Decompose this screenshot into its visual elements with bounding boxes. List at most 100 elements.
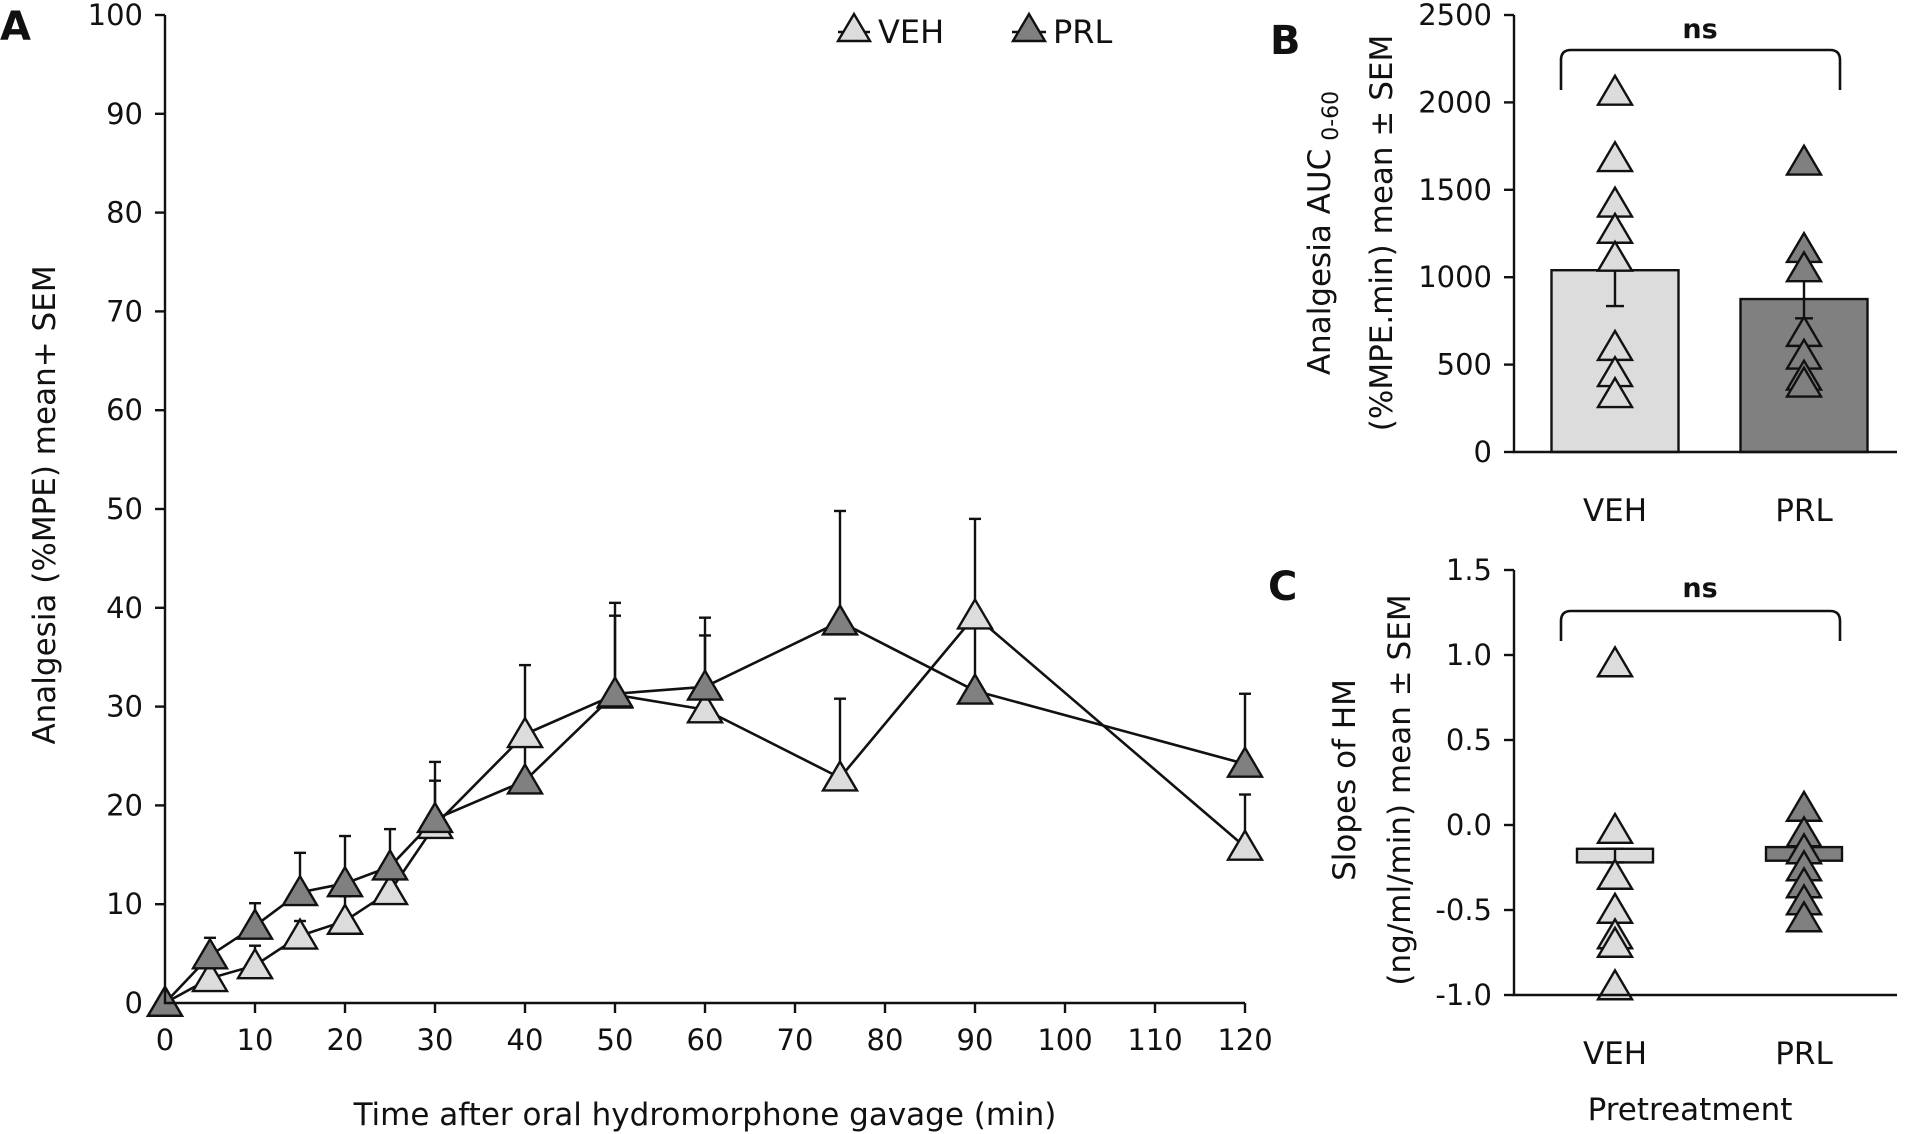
panel-letter-c: C: [1268, 564, 1297, 610]
panel-c-ticks: -1.0 -0.5 0.0 0.5 1.0 1.5: [1435, 553, 1514, 1012]
c-y-tick-label: -0.5: [1435, 893, 1492, 927]
data-point-prl: [505, 762, 545, 795]
b-y-tick-label: 1500: [1418, 173, 1492, 207]
c-category-label-prl: PRL: [1775, 1036, 1833, 1072]
a-y-tick-label: 70: [106, 294, 143, 328]
data-point-veh: [955, 597, 995, 630]
a-x-tick-label: 10: [237, 1023, 274, 1057]
b-y-tick-label: 500: [1437, 348, 1492, 382]
a-y-tick-label: 90: [106, 97, 143, 131]
data-point-veh: [325, 902, 365, 935]
legend-prl-label: PRL: [1053, 13, 1113, 51]
a-x-tick-label: 0: [156, 1023, 174, 1057]
panel-a-y-axis-title: Analgesia (%MPE) mean+ SEM: [27, 265, 63, 744]
series-prl: [164, 509, 1251, 1004]
b-individual-point-prl: [1784, 365, 1824, 398]
data-point-prl: [325, 864, 365, 898]
c-y-tick-label: 1.5: [1446, 553, 1492, 587]
a-x-tick-label: 110: [1127, 1023, 1182, 1057]
a-x-tick-label: 90: [957, 1023, 994, 1057]
data-point-prl: [1225, 745, 1265, 778]
c-individual-point-veh: [1595, 811, 1635, 845]
b-individual-point-prl: [1784, 143, 1824, 176]
legend-veh-marker: [835, 11, 873, 43]
a-x-tick-label: 100: [1037, 1023, 1092, 1057]
panel-c-bars: VEH PRL: [1575, 644, 1844, 1072]
b-category-label-veh: VEH: [1583, 493, 1647, 529]
data-point-prl: [595, 675, 635, 708]
b-y-tick-label: 2500: [1418, 0, 1492, 32]
c-category-label-veh: VEH: [1583, 1036, 1647, 1072]
a-x-tick-label: 120: [1217, 1023, 1272, 1057]
panel-a-line-chart: 0 10 20 30 40 50 60 70 80 90 100 0 10 20 30 40 50 60 70 80 9…: [27, 0, 1273, 1133]
b-individual-point-veh: [1595, 211, 1635, 244]
a-x-tick-label: 70: [777, 1023, 814, 1057]
panel-a-series: [145, 509, 1265, 1017]
b-category-label-prl: PRL: [1775, 493, 1833, 529]
c-y-tick-label: 0.5: [1446, 723, 1492, 757]
a-x-tick-label: 60: [687, 1023, 724, 1057]
c-individual-point-veh: [1595, 925, 1635, 958]
panel-b-ticks: 0 500 1000 1500 2000 2500: [1418, 0, 1514, 469]
b-individual-point-prl: [1784, 249, 1824, 283]
a-x-tick-label: 50: [597, 1023, 634, 1057]
markers-prl: [145, 603, 1265, 1017]
panel-b-y-axis-title-line1: Analgesia AUC 0-60: [1302, 91, 1344, 375]
c-y-tick-label: 0.0: [1446, 808, 1492, 842]
data-point-veh: [235, 946, 275, 980]
c-individual-point-prl: [1784, 899, 1824, 933]
data-point-prl: [955, 672, 995, 705]
panel-a-x-axis-title: Time after oral hydromorphone gavage (mi…: [353, 1097, 1057, 1133]
c-individual-point-veh: [1595, 857, 1635, 890]
data-point-prl: [190, 937, 230, 970]
panel-c-significance-bracket: [1559, 609, 1842, 641]
panel-a-legend: VEH PRL: [835, 11, 1113, 51]
a-x-tick-label: 80: [867, 1023, 904, 1057]
a-y-tick-label: 50: [106, 492, 143, 526]
legend-veh-label: VEH: [878, 13, 944, 51]
b-individual-point-veh: [1595, 139, 1635, 173]
panel-letter-a: A: [0, 4, 31, 50]
data-point-veh: [820, 759, 860, 792]
data-point-veh: [280, 917, 320, 950]
panel-b-y-axis-title-line2: (%MPE.min) mean ± SEM: [1364, 35, 1400, 431]
data-point-prl: [685, 668, 725, 701]
panel-a-ticks: 0 10 20 30 40 50 60 70 80 90 100 0 10 20 30 40 50 60 70 80 9…: [88, 0, 1273, 1057]
b-individual-point-veh: [1595, 375, 1635, 409]
data-point-veh: [190, 959, 230, 993]
data-point-veh: [1225, 828, 1265, 861]
data-point-prl: [370, 848, 410, 881]
b-y-tick-label: 0: [1474, 435, 1492, 469]
a-x-tick-label: 40: [507, 1023, 544, 1057]
panel-c-x-axis-title: Pretreatment: [1588, 1092, 1793, 1128]
panel-b-bars: VEH PRL: [1550, 73, 1869, 529]
data-point-veh: [685, 691, 725, 724]
panel-a-axes: [163, 15, 1245, 1005]
b-individual-point-veh: [1595, 239, 1635, 272]
b-y-tick-label: 1000: [1418, 260, 1492, 294]
a-y-tick-label: 30: [106, 690, 143, 724]
data-point-prl: [415, 800, 455, 834]
a-y-tick-label: 60: [106, 393, 143, 427]
data-point-veh: [505, 715, 545, 749]
panel-b-significance-bracket: [1559, 48, 1842, 90]
a-y-tick-label: 80: [106, 196, 143, 230]
panel-c-significance-label: ns: [1682, 573, 1717, 604]
panel-letter-b: B: [1270, 18, 1301, 64]
panel-c-y-axis-title-line2: (ng/ml/min) mean ± SEM: [1382, 594, 1418, 985]
a-y-tick-label: 20: [106, 788, 143, 822]
b-individual-point-veh: [1595, 73, 1635, 106]
a-y-tick-label: 100: [88, 0, 143, 32]
panel-b-bar-chart: 0 500 1000 1500 2000 2500 VEH PRL Analgesia AU…: [1302, 0, 1897, 529]
c-individual-point-veh: [1595, 967, 1635, 1001]
a-y-tick-label: 10: [106, 887, 143, 921]
c-y-tick-label: -1.0: [1435, 978, 1492, 1012]
panel-c-y-axis-title-line1: Slopes of HM: [1327, 679, 1363, 881]
b-y-tick-label: 2000: [1418, 85, 1492, 119]
c-y-tick-label: 1.0: [1446, 638, 1492, 672]
panel-b-axes: [1512, 15, 1897, 454]
legend-prl-marker: [1010, 11, 1048, 43]
data-point-prl: [820, 603, 860, 636]
a-y-tick-label: 0: [125, 986, 143, 1020]
